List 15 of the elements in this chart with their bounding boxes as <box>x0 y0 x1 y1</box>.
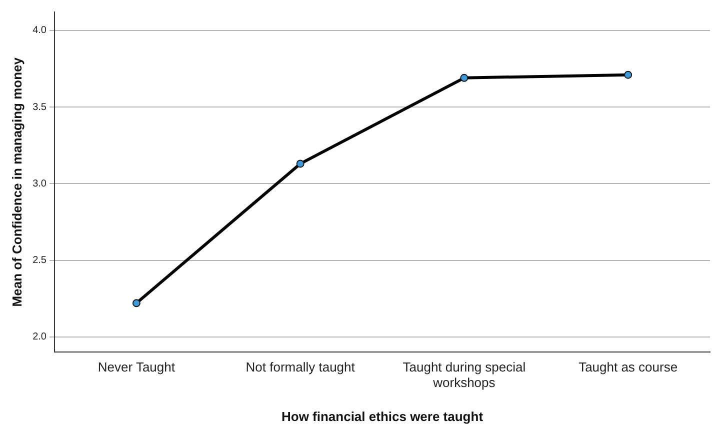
point <box>624 70 632 79</box>
y-tick-label: 2.0 <box>32 332 47 343</box>
x-tick-label: Taught during special workshops <box>402 360 526 390</box>
point <box>296 160 304 168</box>
x-axis-title: How financial ethics were taught <box>281 408 484 424</box>
x-tick-label: Never Taught <box>98 360 176 375</box>
y-axis-title: Mean of Confidence in managing money <box>9 56 24 307</box>
y-tick-label: 3.0 <box>32 178 47 190</box>
y-tick-label: 4.0 <box>32 25 47 36</box>
point <box>460 74 468 82</box>
y-tick-label: 3.5 <box>32 102 47 113</box>
point <box>132 299 140 308</box>
x-tick-label: Not formally taught <box>246 360 356 375</box>
x-tick-label: Taught as course <box>578 360 678 375</box>
y-tick-label: 2.5 <box>32 255 47 266</box>
